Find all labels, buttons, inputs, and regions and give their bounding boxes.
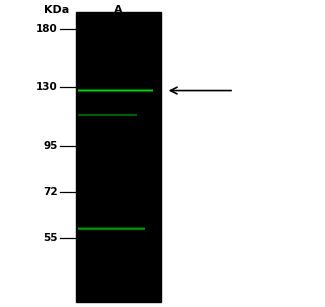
Bar [78, 231, 145, 232]
Bar [78, 232, 145, 233]
Bar [78, 87, 153, 88]
Bar [78, 89, 153, 90]
Bar [78, 115, 136, 116]
Bar [78, 91, 153, 92]
Bar [78, 88, 153, 89]
Bar [78, 90, 153, 91]
Bar [78, 228, 145, 229]
Bar [78, 116, 136, 117]
Bar [78, 117, 136, 118]
Bar [78, 224, 145, 225]
Bar [78, 112, 136, 113]
Text: 55: 55 [43, 233, 58, 243]
Bar [78, 94, 153, 95]
Bar [78, 227, 145, 228]
Text: 72: 72 [43, 187, 58, 197]
Bar [78, 225, 145, 226]
Text: 180: 180 [36, 24, 58, 34]
Bar [78, 118, 136, 119]
Bar [78, 113, 136, 114]
Text: 95: 95 [44, 141, 58, 151]
Bar [78, 230, 145, 231]
Bar [76, 12, 161, 302]
Bar [78, 226, 145, 227]
Text: KDa: KDa [44, 5, 70, 15]
Text: A: A [114, 5, 123, 15]
Text: 130: 130 [36, 83, 58, 92]
Bar [78, 229, 145, 230]
Bar [78, 114, 136, 115]
Bar [78, 92, 153, 93]
Bar [78, 93, 153, 94]
